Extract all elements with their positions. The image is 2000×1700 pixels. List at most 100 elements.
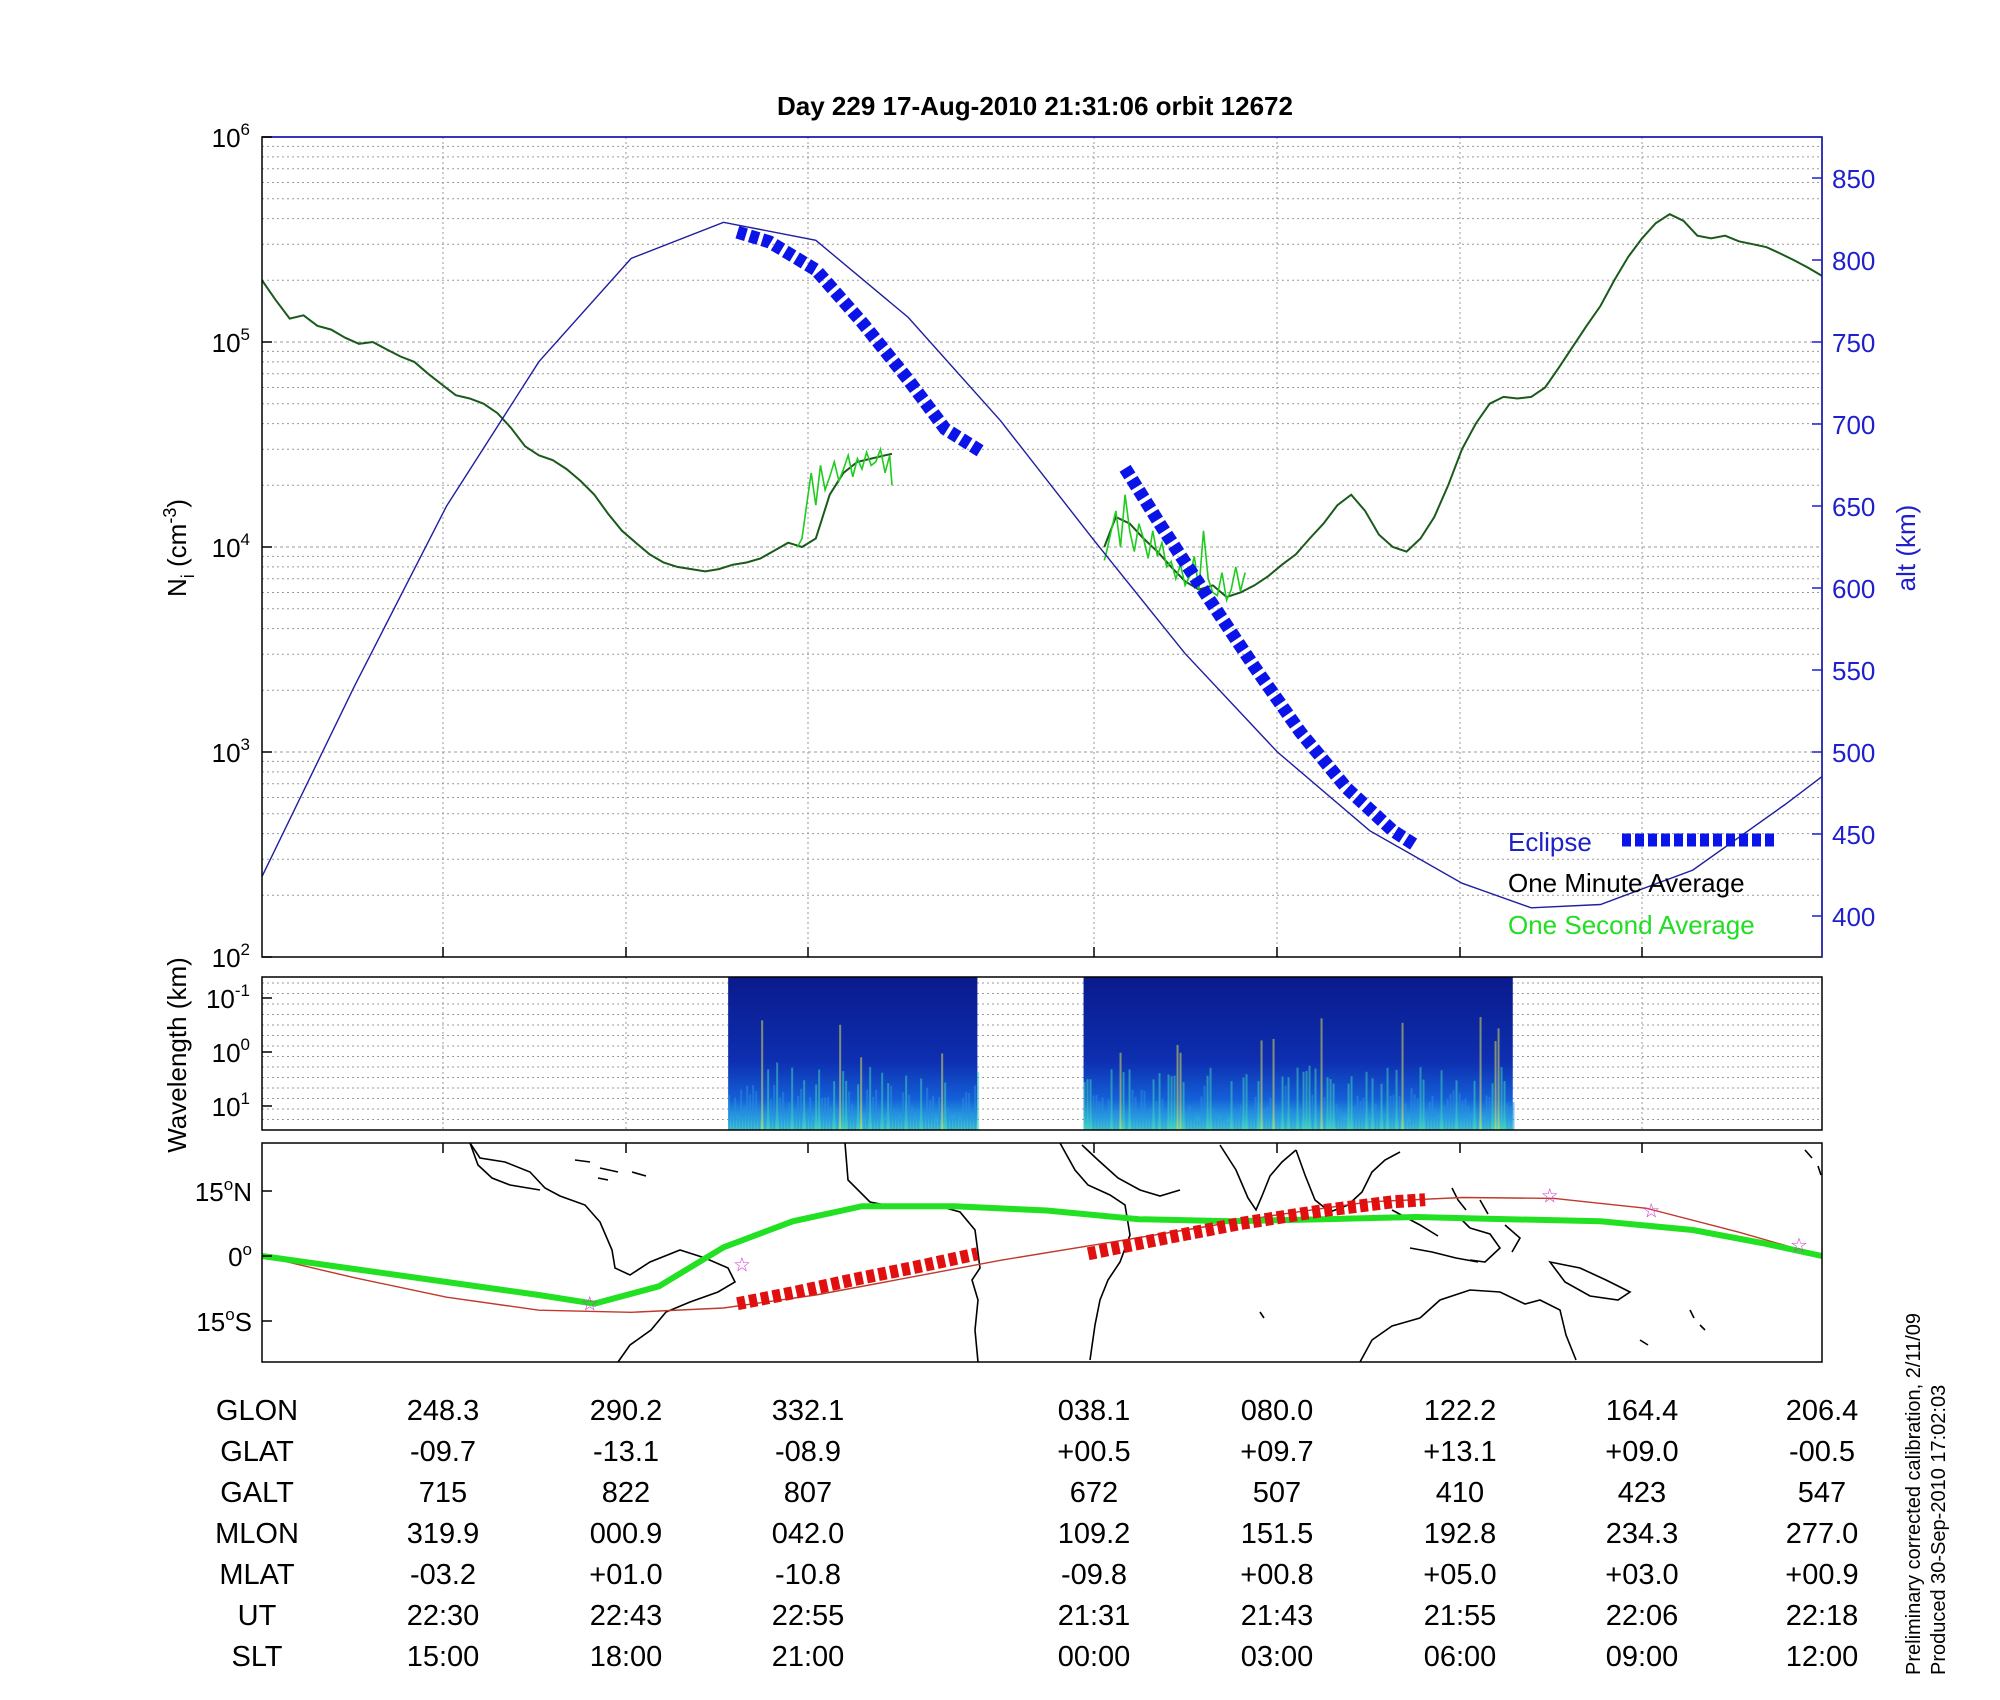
spectrogram-streak bbox=[1236, 1113, 1239, 1130]
track-measured-line bbox=[261, 1203, 1823, 1307]
spectrogram-streak bbox=[1110, 1069, 1113, 1130]
produced-note: Produced 30-Sep-2010 17:02:03 bbox=[1928, 1384, 1950, 1675]
density-tick-label: 102 bbox=[212, 940, 250, 973]
spectrogram-streak bbox=[1338, 1108, 1341, 1130]
spectrogram-streak bbox=[1095, 1095, 1098, 1130]
spectrogram-streak bbox=[881, 1072, 884, 1130]
spectrogram-streak bbox=[1149, 1108, 1152, 1130]
spectrogram-streak bbox=[1206, 1075, 1209, 1130]
spectrogram-streak bbox=[1437, 1118, 1440, 1130]
spectrogram-streak bbox=[1173, 1075, 1176, 1130]
altitude-tick-label: 500 bbox=[1832, 738, 1875, 768]
spectrogram-streak bbox=[1458, 1093, 1461, 1130]
spectrogram-streak bbox=[917, 1109, 920, 1130]
spectrogram-streak bbox=[962, 1097, 965, 1130]
spectrogram-streak bbox=[1407, 1121, 1410, 1130]
spectrogram-streak bbox=[1194, 1118, 1197, 1130]
spectrogram-streak bbox=[1212, 1108, 1215, 1130]
spectrogram-streak bbox=[1266, 1106, 1269, 1130]
spectrogram-streak bbox=[1350, 1076, 1353, 1130]
ground-track-panel: ☆ ☆ ☆ ☆ ☆ 15oN 0o 15oS bbox=[195, 1142, 1823, 1363]
spectrogram-streak bbox=[1221, 1112, 1224, 1130]
spectrogram-streak bbox=[812, 1119, 815, 1130]
spectrogram-streak bbox=[740, 1089, 743, 1130]
spectrogram-streak bbox=[758, 1112, 761, 1130]
spectrogram-streak bbox=[971, 1115, 974, 1130]
spectrogram-streak bbox=[1203, 1085, 1206, 1130]
spectrogram-streak bbox=[755, 1091, 758, 1130]
spectrogram-streak bbox=[800, 1088, 803, 1130]
altitude-tick-label: 850 bbox=[1832, 164, 1875, 194]
spectrogram-streak bbox=[1131, 1089, 1134, 1130]
spectrogram-streak bbox=[1422, 1079, 1425, 1130]
coastline-arabia-india bbox=[1081, 1144, 1297, 1212]
spectrogram-streak bbox=[764, 1115, 767, 1130]
spectrogram-streak bbox=[743, 1106, 746, 1130]
ion-density-panel: 102 103 104 105 106 400 450 500 550 600 650 700 750… bbox=[160, 120, 1921, 973]
spectrogram-streak bbox=[953, 1117, 956, 1130]
spectrogram-streak bbox=[1140, 1089, 1143, 1130]
spectrogram-streak bbox=[1242, 1077, 1245, 1130]
spectrogram-streak bbox=[737, 1117, 740, 1130]
spectrogram-streak bbox=[1188, 1105, 1191, 1130]
track-eclipse-line bbox=[736, 1247, 979, 1311]
altitude-tick-label: 800 bbox=[1832, 246, 1875, 276]
one-minute-average-line bbox=[261, 279, 893, 573]
spectrogram-streak bbox=[914, 1118, 917, 1130]
spectrogram-streak bbox=[1374, 1103, 1377, 1130]
spectrogram-streak bbox=[1461, 1100, 1464, 1130]
spectrogram-streak bbox=[932, 1095, 935, 1130]
spectrogram-streak bbox=[1134, 1096, 1137, 1130]
spectrogram-streak bbox=[878, 1115, 881, 1130]
coastline-central-america bbox=[469, 1142, 541, 1191]
spectrogram-streak bbox=[956, 1111, 959, 1130]
spectrogram-streak bbox=[1329, 1079, 1332, 1130]
spectrogram-streak bbox=[1152, 1079, 1155, 1130]
wavelength-tick-label: 101 bbox=[212, 1089, 250, 1122]
wavelength-tick-label: 10-1 bbox=[206, 981, 250, 1014]
spectrogram-streak bbox=[749, 1094, 752, 1130]
spectrogram-streak bbox=[1167, 1074, 1170, 1130]
spectrogram-streak bbox=[935, 1121, 938, 1130]
spectrogram-streak bbox=[1497, 1028, 1500, 1130]
wavelength-tick-label: 100 bbox=[212, 1035, 250, 1068]
spectrogram-streak bbox=[803, 1080, 806, 1130]
spectrogram-streak bbox=[1107, 1099, 1110, 1130]
spectrogram-streak bbox=[1170, 1076, 1173, 1130]
spectrogram-streak bbox=[890, 1085, 893, 1130]
spectrogram-streak bbox=[1269, 1097, 1272, 1130]
spectrogram-streak bbox=[1377, 1114, 1380, 1130]
spectrogram-streak bbox=[794, 1108, 797, 1130]
density-axis-ticks: 102 103 104 105 106 bbox=[212, 120, 1643, 973]
spectrogram-streak bbox=[1290, 1107, 1293, 1130]
spectrogram-streak bbox=[1464, 1098, 1467, 1130]
spectrogram-streak bbox=[1299, 1108, 1302, 1130]
spectrogram-streak bbox=[785, 1113, 788, 1130]
spectrogram-streak bbox=[944, 1082, 947, 1130]
spectrogram-streak bbox=[1479, 1017, 1482, 1130]
altitude-tick-label: 400 bbox=[1832, 902, 1875, 932]
legend-one-second-label: One Second Average bbox=[1508, 910, 1755, 940]
spectrogram-streak bbox=[1428, 1101, 1431, 1130]
spectrogram-streak bbox=[1368, 1119, 1371, 1130]
spectrogram-streak bbox=[1332, 1083, 1335, 1130]
coastline-philippines bbox=[1451, 1187, 1489, 1229]
track-model-line bbox=[261, 1196, 1823, 1314]
star-marker: ☆ bbox=[733, 1253, 751, 1277]
spectrogram-streak bbox=[1215, 1116, 1218, 1130]
ion-density-series bbox=[261, 213, 1823, 909]
spectrogram-streak bbox=[1125, 1115, 1128, 1130]
spectrogram-streak bbox=[1233, 1108, 1236, 1130]
spectrogram-streak bbox=[884, 1120, 887, 1130]
coastline-caribbean bbox=[574, 1159, 647, 1181]
spectrogram-streak bbox=[857, 1084, 860, 1130]
spectrogram-streak bbox=[1392, 1094, 1395, 1130]
ion-density-grid bbox=[262, 137, 1822, 958]
spectrogram-streak bbox=[761, 1020, 764, 1130]
latitude-axis-ticks: 15oN 0o 15oS bbox=[195, 1143, 1643, 1337]
spectrogram-streak bbox=[1449, 1093, 1452, 1130]
spectrogram-streak bbox=[851, 1104, 854, 1130]
spectrogram-streak bbox=[1398, 1096, 1401, 1130]
spectrogram-streak bbox=[1200, 1096, 1203, 1130]
spectrogram-streak bbox=[1476, 1112, 1479, 1130]
